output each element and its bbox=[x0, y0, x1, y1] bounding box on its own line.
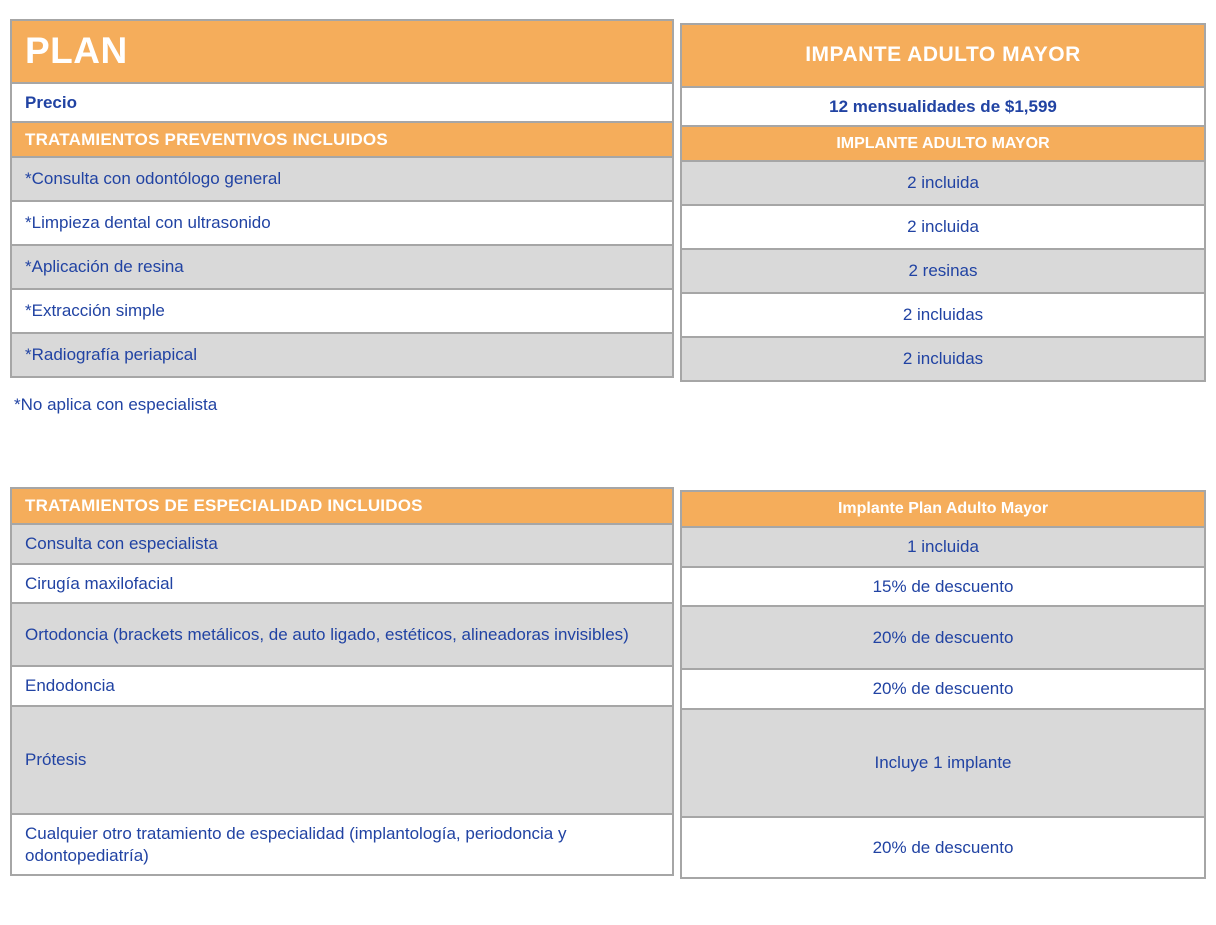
treatment-row-label: *Limpieza dental con ultrasonido bbox=[10, 200, 674, 246]
specialty-section-header-label: TRATAMIENTOS DE ESPECIALIDAD INCLUIDOS bbox=[25, 496, 423, 516]
treatment-row-value: 2 incluidas bbox=[680, 292, 1206, 338]
treatment-value: 20% de descuento bbox=[872, 837, 1014, 857]
treatment-value: 1 incluida bbox=[907, 537, 979, 557]
treatment-row-label: *Radiografía periapical bbox=[10, 332, 674, 378]
preventive-table-label-column: PLAN Precio TRATAMIENTOS PREVENTIVOS INC… bbox=[10, 19, 674, 378]
price-value: 12 mensualidades de $1,599 bbox=[829, 96, 1057, 116]
plan-name-label: IMPANTE ADULTO MAYOR bbox=[805, 43, 1081, 67]
treatment-row-label: *Extracción simple bbox=[10, 288, 674, 334]
treatment-label: Consulta con especialista bbox=[25, 534, 218, 554]
price-label-cell: Precio bbox=[10, 82, 674, 123]
treatment-value: 2 incluidas bbox=[902, 305, 984, 325]
specialty-plan-header-label: Implante Plan Adulto Mayor bbox=[837, 500, 1049, 517]
price-value-cell: 12 mensualidades de $1,599 bbox=[680, 86, 1206, 127]
treatment-label: *Aplicación de resina bbox=[25, 257, 184, 277]
treatment-value: 2 incluida bbox=[907, 173, 979, 193]
treatment-row-label: *Aplicación de resina bbox=[10, 244, 674, 290]
specialty-plan-table: TRATAMIENTOS DE ESPECIALIDAD INCLUIDOS C… bbox=[10, 487, 1216, 879]
treatment-row-value: 1 incluida bbox=[680, 526, 1206, 568]
treatment-value: 2 resinas bbox=[908, 261, 978, 281]
treatment-row-label: Consulta con especialista bbox=[10, 523, 674, 565]
preventive-section-header-cell: TRATAMIENTOS PREVENTIVOS INCLUIDOS bbox=[10, 121, 674, 158]
treatment-value: Incluye 1 implante bbox=[874, 753, 1012, 773]
treatment-label: *Radiografía periapical bbox=[25, 345, 197, 365]
footnote: *No aplica con especialista bbox=[14, 395, 218, 414]
treatment-row-label: Endodoncia bbox=[10, 665, 674, 707]
plan-title-label: PLAN bbox=[25, 30, 128, 72]
treatment-label: Ortodoncia (brackets metálicos, de auto … bbox=[25, 624, 629, 644]
treatment-row-value: 2 incluida bbox=[680, 160, 1206, 206]
treatment-row-value: 2 resinas bbox=[680, 248, 1206, 294]
treatment-row-value: 20% de descuento bbox=[680, 668, 1206, 710]
plan-title-cell: PLAN bbox=[10, 19, 674, 84]
preventive-section-header-label: TRATAMIENTOS PREVENTIVOS INCLUIDOS bbox=[25, 129, 388, 149]
treatment-row-label: Cualquier otro tratamiento de especialid… bbox=[10, 813, 674, 876]
treatment-label: Cirugía maxilofacial bbox=[25, 573, 174, 593]
preventive-plan-header-cell: IMPLANTE ADULTO MAYOR bbox=[680, 125, 1206, 162]
treatment-row-value: 2 incluida bbox=[680, 204, 1206, 250]
treatment-value: 2 incluida bbox=[907, 217, 979, 237]
specialty-table-value-column: Implante Plan Adulto Mayor 1 incluida 15… bbox=[680, 490, 1206, 879]
treatment-row-label: Ortodoncia (brackets metálicos, de auto … bbox=[10, 602, 674, 667]
treatment-label: Prótesis bbox=[25, 750, 87, 770]
treatment-value: 2 incluidas bbox=[902, 349, 984, 369]
treatment-row-label: *Consulta con odontólogo general bbox=[10, 156, 674, 202]
treatment-row-label: Prótesis bbox=[10, 705, 674, 815]
treatment-row-value: 20% de descuento bbox=[680, 605, 1206, 670]
treatment-row-value: 2 incluidas bbox=[680, 336, 1206, 382]
treatment-value: 15% de descuento bbox=[872, 576, 1014, 596]
treatment-row-value: 15% de descuento bbox=[680, 566, 1206, 607]
treatment-label: Cualquier otro tratamiento de especialid… bbox=[25, 824, 567, 865]
treatment-label: Endodoncia bbox=[25, 676, 115, 696]
price-label: Precio bbox=[25, 92, 77, 112]
preventive-plan-table: PLAN Precio TRATAMIENTOS PREVENTIVOS INC… bbox=[10, 19, 1216, 382]
preventive-plan-header-label: IMPLANTE ADULTO MAYOR bbox=[836, 134, 1050, 152]
treatment-row-value: Incluye 1 implante bbox=[680, 708, 1206, 818]
specialty-plan-header-cell: Implante Plan Adulto Mayor bbox=[680, 490, 1206, 528]
treatment-row-label: Cirugía maxilofacial bbox=[10, 563, 674, 604]
treatment-label: *Extracción simple bbox=[25, 301, 165, 321]
treatment-label: *Consulta con odontólogo general bbox=[25, 169, 282, 189]
treatment-value: 20% de descuento bbox=[872, 627, 1014, 647]
treatment-label: *Limpieza dental con ultrasonido bbox=[25, 213, 271, 233]
plan-name-cell: IMPANTE ADULTO MAYOR bbox=[680, 23, 1206, 88]
treatment-row-value: 20% de descuento bbox=[680, 816, 1206, 879]
treatment-value: 20% de descuento bbox=[872, 679, 1014, 699]
preventive-table-value-column: IMPANTE ADULTO MAYOR 12 mensualidades de… bbox=[680, 23, 1206, 382]
specialty-section-header-cell: TRATAMIENTOS DE ESPECIALIDAD INCLUIDOS bbox=[10, 487, 674, 525]
specialty-table-label-column: TRATAMIENTOS DE ESPECIALIDAD INCLUIDOS C… bbox=[10, 487, 674, 876]
